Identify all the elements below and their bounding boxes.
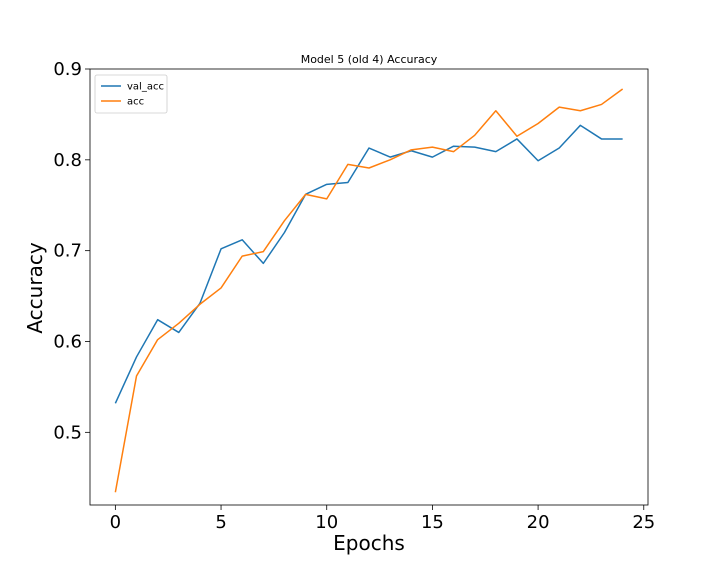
legend-label-val_acc: val_acc bbox=[127, 82, 164, 93]
chart-title: Model 5 (old 4) Accuracy bbox=[301, 53, 438, 66]
x-tick-label-1: 5 bbox=[215, 512, 226, 533]
x-tick-label-3: 15 bbox=[421, 512, 444, 533]
x-axis-label: Epochs bbox=[333, 531, 405, 555]
y-tick-label-3: 0.8 bbox=[53, 150, 82, 171]
x-tick-label-0: 0 bbox=[110, 512, 121, 533]
y-axis-label: Accuracy bbox=[23, 242, 47, 333]
plot-frame bbox=[89, 68, 649, 506]
series-line-acc bbox=[114, 88, 624, 493]
x-tick-label-5: 25 bbox=[632, 512, 655, 533]
legend-box bbox=[94, 74, 168, 114]
x-tick-label-2: 10 bbox=[315, 512, 338, 533]
plot-area bbox=[89, 68, 649, 506]
x-tick-label-4: 20 bbox=[527, 512, 550, 533]
y-tick-label-1: 0.6 bbox=[53, 332, 82, 353]
y-tick-label-4: 0.9 bbox=[53, 59, 82, 80]
legend-label-acc: acc bbox=[127, 97, 144, 108]
ticks: 0 5 10 15 20 25 0.5 0.6 0.7 0.8 0.9 bbox=[53, 59, 655, 533]
y-tick-label-2: 0.7 bbox=[53, 241, 82, 262]
y-tick-label-0: 0.5 bbox=[53, 422, 82, 443]
